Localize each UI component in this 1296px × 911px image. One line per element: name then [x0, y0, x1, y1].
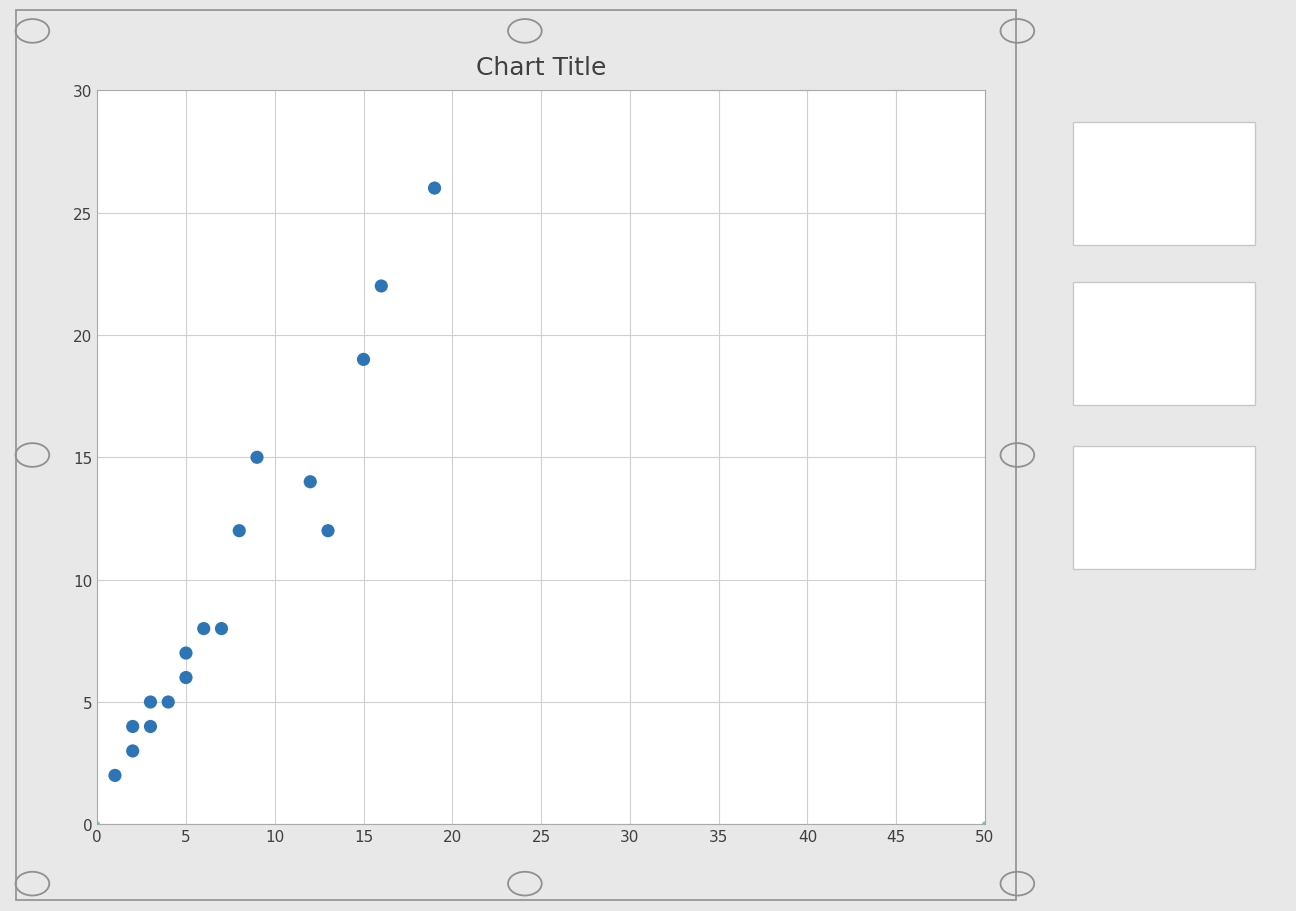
- Point: [140, 695, 161, 710]
- Point: [87, 817, 108, 832]
- Point: [193, 621, 214, 636]
- Point: [371, 280, 391, 294]
- Point: [105, 768, 126, 783]
- Point: [975, 817, 995, 832]
- Point: [158, 695, 179, 710]
- Circle shape: [1095, 377, 1131, 402]
- Point: [299, 475, 320, 489]
- Point: [122, 743, 143, 758]
- Point: [353, 353, 373, 367]
- Title: Chart Title: Chart Title: [476, 56, 607, 79]
- Point: [424, 181, 445, 196]
- Point: [318, 524, 338, 538]
- Point: [122, 720, 143, 734]
- Point: [175, 670, 197, 685]
- Point: [246, 450, 267, 465]
- Point: [140, 720, 161, 734]
- Point: [229, 524, 250, 538]
- Polygon shape: [1099, 363, 1160, 394]
- Point: [175, 646, 197, 660]
- Point: [211, 621, 232, 636]
